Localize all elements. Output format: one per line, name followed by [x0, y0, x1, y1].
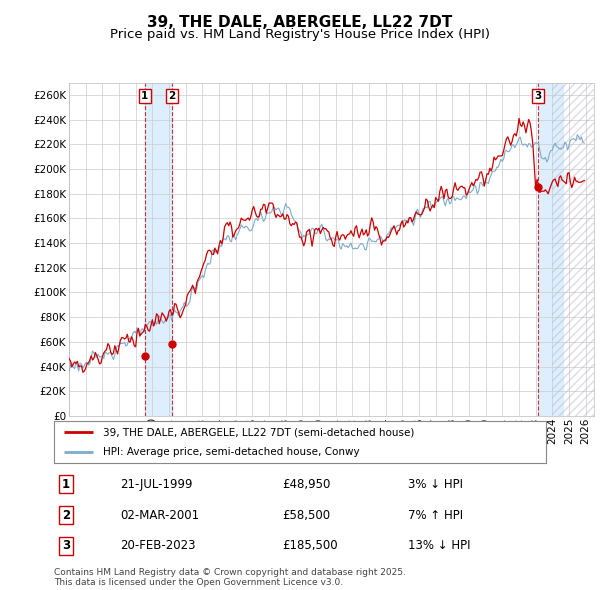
Text: 2: 2 [168, 91, 175, 101]
Text: Contains HM Land Registry data © Crown copyright and database right 2025.
This d: Contains HM Land Registry data © Crown c… [54, 568, 406, 587]
Text: £48,950: £48,950 [282, 478, 331, 491]
Text: Price paid vs. HM Land Registry's House Price Index (HPI): Price paid vs. HM Land Registry's House … [110, 28, 490, 41]
Text: HPI: Average price, semi-detached house, Conwy: HPI: Average price, semi-detached house,… [103, 447, 360, 457]
Text: 39, THE DALE, ABERGELE, LL22 7DT: 39, THE DALE, ABERGELE, LL22 7DT [148, 15, 452, 30]
Text: 13% ↓ HPI: 13% ↓ HPI [408, 539, 470, 552]
Text: 3: 3 [534, 91, 541, 101]
Text: 39, THE DALE, ABERGELE, LL22 7DT (semi-detached house): 39, THE DALE, ABERGELE, LL22 7DT (semi-d… [103, 427, 415, 437]
Text: £185,500: £185,500 [282, 539, 338, 552]
Text: 3: 3 [62, 539, 70, 552]
Text: 21-JUL-1999: 21-JUL-1999 [120, 478, 193, 491]
Text: 7% ↑ HPI: 7% ↑ HPI [408, 509, 463, 522]
Text: 02-MAR-2001: 02-MAR-2001 [120, 509, 199, 522]
Text: £58,500: £58,500 [282, 509, 330, 522]
Bar [145, 83, 172, 416]
Text: 3% ↓ HPI: 3% ↓ HPI [408, 478, 463, 491]
Text: 1: 1 [141, 91, 148, 101]
Text: 1: 1 [62, 478, 70, 491]
Text: 2: 2 [62, 509, 70, 522]
Bar [553, 83, 594, 416]
Text: 20-FEB-2023: 20-FEB-2023 [120, 539, 196, 552]
Bar [538, 83, 563, 416]
